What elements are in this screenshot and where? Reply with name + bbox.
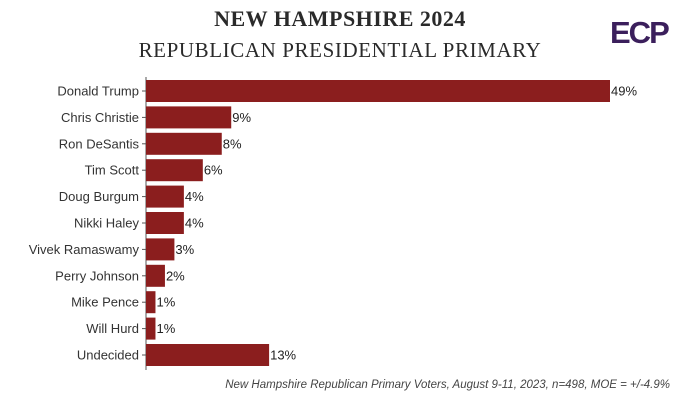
data-label: 1% [156,321,175,336]
bar [146,212,184,234]
category-label: Perry Johnson [55,268,139,283]
data-label: 2% [166,268,185,283]
bar [146,185,184,208]
category-label: Will Hurd [86,321,139,336]
bar [146,264,165,287]
category-label: Chris Christie [61,110,139,125]
ecp-logo-text: ECP [610,15,669,48]
bar [146,106,232,129]
data-label: 13% [270,348,296,363]
bar [146,132,222,155]
category-label: Mike Pence [71,295,139,310]
data-label: 6% [204,163,223,178]
ecp-logo: ECP [610,15,671,48]
category-label: Donald Trump [57,84,139,99]
data-label: 8% [223,136,242,151]
bar [146,344,270,366]
category-label: Nikki Haley [74,216,140,231]
bar [146,291,156,314]
category-label: Ron DeSantis [59,136,140,151]
bar [146,317,156,340]
data-label: 4% [185,216,204,231]
data-label: 9% [232,110,251,125]
category-label: Doug Burgum [59,189,139,204]
chart-title-line1: NEW HAMPSHIRE 2024 [214,6,466,31]
source-footnote: New Hampshire Republican Primary Voters,… [225,379,670,391]
data-label: 49% [611,84,637,99]
data-label: 4% [185,189,204,204]
category-label: Undecided [77,348,139,363]
data-label: 1% [156,295,175,310]
bar [146,80,610,102]
bar [146,238,175,261]
bar [146,159,203,182]
category-label: Tim Scott [85,163,140,178]
category-label: Vivek Ramaswamy [29,242,140,257]
chart-title-line2: REPUBLICAN PRESIDENTIAL PRIMARY [138,38,542,62]
data-label: 3% [175,242,194,257]
